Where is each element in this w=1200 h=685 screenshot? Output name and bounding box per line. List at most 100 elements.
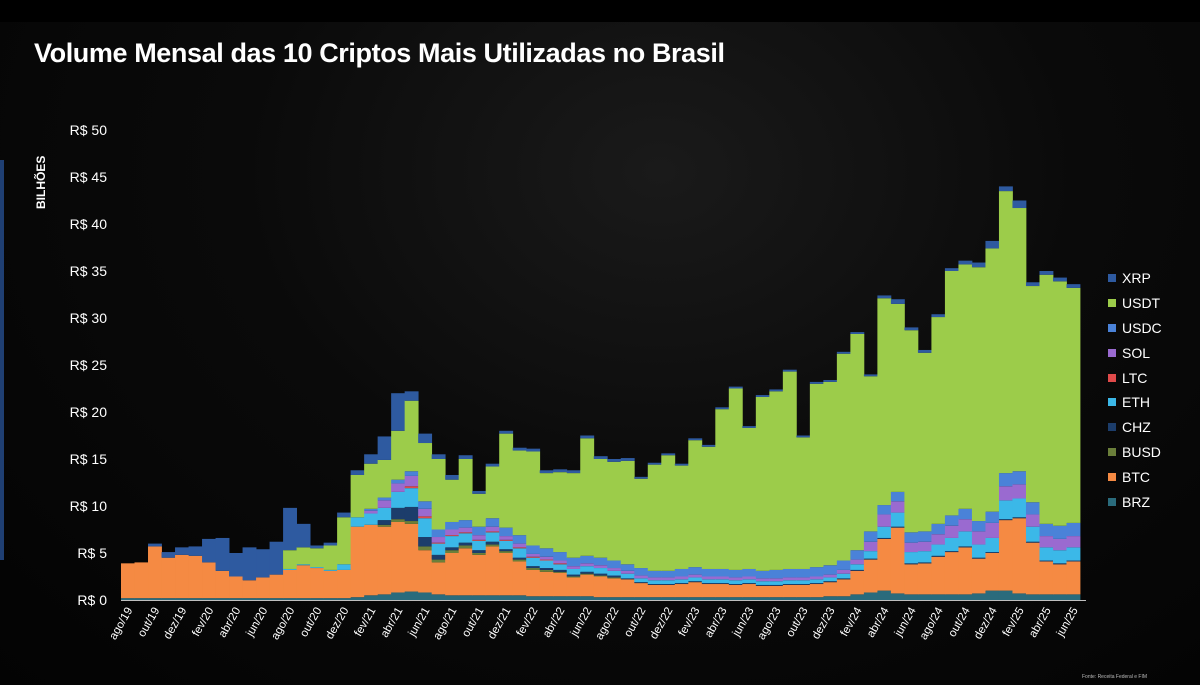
bar-segment-chz (701, 583, 716, 585)
bar-segment-brz (256, 598, 270, 600)
x-tick-label: abr/21 (379, 606, 406, 640)
bar-segment-btc (823, 582, 838, 597)
bar-segment-btc (539, 571, 554, 597)
bar-segment-eth (485, 532, 500, 542)
bar-segment-xrp (944, 268, 959, 271)
bar-segment-usdt (458, 459, 473, 521)
bar-segment-usdt (472, 493, 487, 527)
bar-segment-usdc (553, 552, 568, 561)
legend-label: SOL (1122, 344, 1151, 361)
bar-segment-btc (499, 553, 514, 596)
legend-label: XRP (1122, 270, 1151, 287)
bar-segment-xrp (890, 299, 905, 304)
x-tick-label: dez/19 (162, 606, 190, 642)
bar-segment-eth (1025, 526, 1040, 542)
bar-segment-sol (728, 577, 743, 581)
bar-segment-busd (458, 545, 473, 549)
bar-segment-xrp (202, 538, 216, 563)
bar-segment-usdt (674, 465, 689, 569)
bar-segment-btc (148, 546, 162, 599)
x-tick-label: jun/23 (730, 606, 757, 640)
bar-segment-brz (661, 597, 676, 600)
bar-segment-usdc (539, 548, 554, 557)
bar-segment-xrp (1052, 277, 1067, 282)
bar-segment-usdt (823, 381, 838, 566)
bar-segment-eth (1039, 547, 1054, 561)
bar-segment-chz (890, 526, 905, 528)
bar-segment-xrp (931, 314, 946, 318)
bar-segment-busd (512, 559, 527, 562)
bar-segment-btc (458, 548, 473, 596)
bar-segment-chz (445, 547, 460, 551)
legend-swatch (1108, 398, 1116, 407)
x-tick-label: fev/21 (352, 606, 378, 639)
bar-segment-chz (850, 569, 865, 571)
bar-segment-brz (850, 594, 865, 600)
bar-segment-busd (418, 546, 433, 551)
bar-segment-xrp (863, 374, 878, 377)
bar-segment-usdc (755, 570, 770, 579)
bar-segment-btc (809, 584, 824, 598)
bar-segment-usdc (580, 555, 595, 564)
bar-segment-eth (877, 526, 892, 538)
bar-segment-usdc (593, 557, 608, 566)
x-tick-label: fev/24 (839, 605, 865, 639)
bar-segment-brz (215, 598, 230, 600)
x-tick-label: ago/24 (918, 605, 946, 642)
bar-segment-btc (580, 574, 595, 597)
bar-segment-sol (418, 508, 433, 517)
bar-segment-usdc (647, 570, 662, 578)
bar-segment-brz (634, 597, 649, 600)
bar-segment-xrp (620, 458, 635, 461)
bar-segment-chz (418, 537, 433, 547)
bar-segment-sol (1052, 538, 1067, 551)
legend-label: USDT (1122, 295, 1161, 312)
bar-segment-usdc (391, 479, 406, 484)
bar-segment-eth (1066, 547, 1081, 561)
legend-label: ETH (1122, 394, 1150, 411)
bar-segment-brz (782, 597, 797, 600)
bar-segment-xrp (215, 537, 230, 571)
legend-swatch (1108, 472, 1116, 481)
bar-segment-sol (593, 565, 608, 569)
bar-segment-xrp (850, 332, 865, 334)
bar-segment-brz (742, 597, 757, 600)
bar-segment-btc (431, 562, 446, 595)
bar-segment-usdc (931, 523, 946, 535)
bar-segment-sol (985, 522, 1000, 538)
y-tick-label: R$ 5 (77, 545, 107, 561)
bar-segment-ltc (499, 539, 514, 541)
bar-segment-btc (607, 578, 622, 598)
y-tick-label: R$ 45 (70, 169, 108, 185)
bar-segment-xrp (296, 523, 311, 548)
bar-segment-btc (944, 552, 959, 595)
bar-segment-sol (634, 575, 649, 579)
bar-segment-xrp (1012, 200, 1027, 209)
bar-segment-chz (1039, 560, 1054, 562)
bar-segment-sol (836, 569, 851, 574)
bar-segment-brz (931, 594, 946, 600)
bar-segment-xrp (904, 327, 919, 331)
bar-segment-brz (134, 598, 149, 600)
x-tick-label: fev/25 (1001, 606, 1027, 639)
bar-segment-busd (499, 551, 514, 553)
bar-segment-brz (877, 590, 892, 600)
bar-segment-usdt (337, 517, 352, 565)
bar-segment-btc (161, 557, 176, 599)
bar-segment-xrp (877, 295, 892, 299)
x-tick-label: out/22 (622, 606, 648, 640)
bar-segment-btc (553, 572, 568, 597)
bar-segment-busd (445, 550, 460, 553)
bar-segment-chz (499, 549, 514, 552)
x-tick-label: ago/20 (269, 606, 297, 642)
bar-segment-brz (310, 598, 325, 600)
bar-segment-usdt (445, 479, 460, 522)
bar-segment-brz (1012, 593, 1027, 600)
bar-segment-btc (998, 520, 1013, 591)
bar-segment-busd (566, 576, 581, 578)
bar-segment-brz (377, 594, 392, 600)
bar-segment-btc (877, 538, 892, 591)
bar-segment-btc (742, 584, 757, 598)
bar-segment-brz (512, 595, 527, 600)
bar-segment-xrp (458, 455, 473, 459)
